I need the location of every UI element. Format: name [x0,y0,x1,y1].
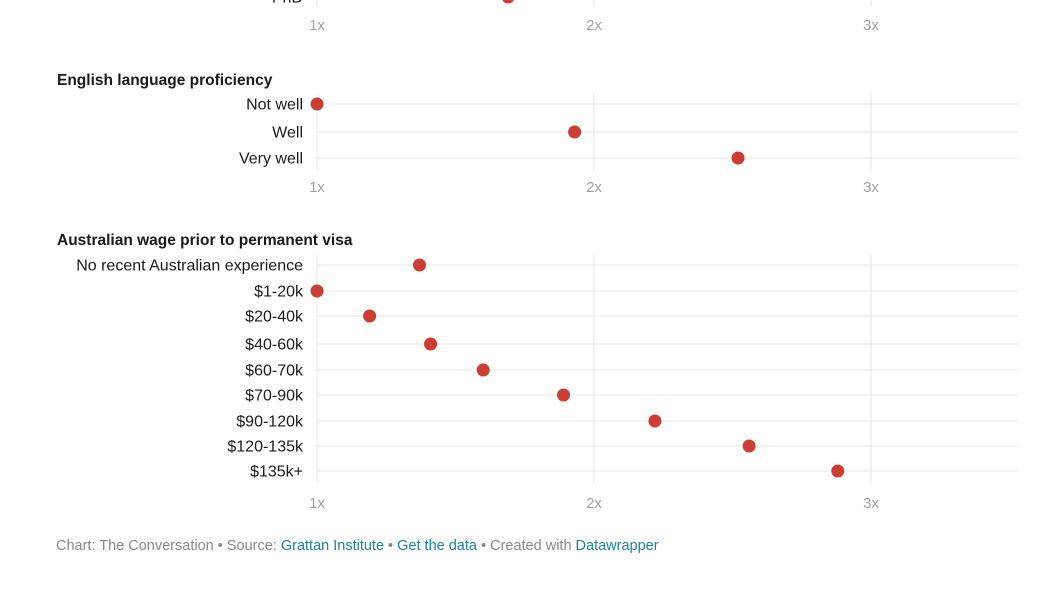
category-label: $70-90k [245,388,304,405]
data-point [648,414,662,428]
category-label: $120-135k [227,439,304,456]
data-point [568,125,582,139]
datawrapper-link[interactable]: Datawrapper [575,538,659,554]
data-point [363,309,377,323]
x-tick-label: 2x [586,17,602,34]
footer-created-with: • Created with [476,538,576,554]
x-tick-label: 3x [863,495,879,512]
x-tick-label: 2x [586,495,602,512]
category-label: $60-70k [245,363,304,380]
data-point [476,363,490,377]
x-tick-label: 1x [309,179,325,196]
data-point [831,464,845,478]
data-point [731,151,745,165]
data-point [310,97,324,111]
x-tick-label: 1x [309,17,325,34]
category-label: No recent Australian experience [76,258,303,275]
get-the-data-link[interactable]: Get the data [397,538,477,554]
category-label: $135k+ [250,464,303,481]
data-point [557,388,571,402]
data-point [502,0,514,4]
panel-title: English language proficiency [57,72,273,89]
category-label: $20-40k [245,309,304,326]
source-link[interactable]: Grattan Institute [280,538,385,554]
x-tick-label: 1x [309,495,325,512]
x-tick-label: 2x [586,179,602,196]
footer-separator: • [384,538,398,554]
category-label: PhD [272,0,303,7]
chart-area: 1x 2x 3x PhD 1x 2x 3x English language proficie… [57,0,1018,512]
data-point [310,284,324,298]
footer-prefix: Chart: The Conversation • Source: [56,538,281,554]
category-label: $90-120k [236,414,304,431]
category-label: Very well [239,151,303,168]
panel-title: Australian wage prior to permanent visa [57,232,353,249]
category-label: Not well [246,97,303,114]
category-label: $40-60k [245,337,304,354]
data-point [412,258,426,272]
category-label: $1-20k [254,284,304,301]
data-point [424,337,438,351]
x-tick-label: 3x [863,179,879,196]
category-label: Well [272,125,303,142]
x-tick-label: 3x [863,17,879,34]
data-point [742,439,756,453]
chart-footer: Chart: The Conversation • Source: Gratta… [56,538,659,554]
